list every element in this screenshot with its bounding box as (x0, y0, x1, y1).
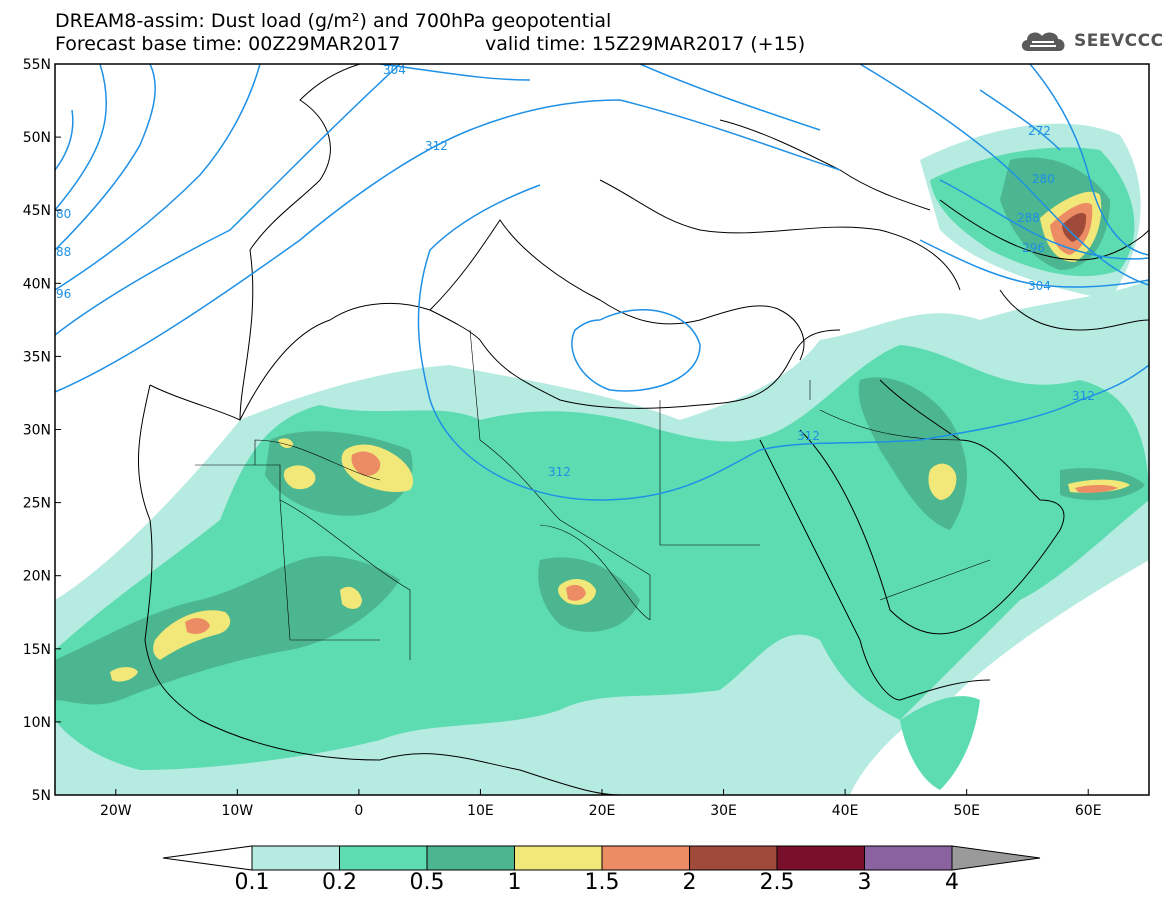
contour-label: 280 (1032, 172, 1055, 186)
lat-tick-label: 35N (23, 349, 51, 365)
logo-text: SEEVCCC (1074, 31, 1164, 51)
colorbar-segment (426, 845, 515, 871)
lon-tick-label: 30E (710, 803, 737, 819)
lat-tick-label: 40N (23, 276, 51, 292)
colorbar (162, 845, 1041, 871)
colorbar-label: 2 (682, 870, 697, 895)
colorbar-segment (339, 845, 428, 871)
geopotential-contours (55, 64, 1149, 501)
colorbar-low-arrow (162, 845, 253, 871)
contour-label: 296 (1022, 241, 1045, 255)
lon-tick-label: 10E (467, 803, 494, 819)
contour-labels: 304 312 80 88 96 304 312 312 312 272 280… (56, 63, 1095, 479)
lon-tick-label: 10W (221, 803, 253, 819)
lon-tick-label: 40E (832, 803, 859, 819)
lon-tick-label: 60E (1075, 803, 1102, 819)
lat-tick-label: 30N (23, 423, 51, 439)
seevccc-logo: SEEVCCC (1018, 26, 1164, 56)
contour-label: 96 (56, 287, 71, 301)
colorbar-segment (689, 845, 778, 871)
contour-label: 312 (797, 429, 820, 443)
lon-tick-label: 50E (953, 803, 980, 819)
contour-label: 288 (1017, 211, 1040, 225)
lat-tick-label: 50N (23, 130, 51, 146)
lat-tick-label: 55N (23, 57, 51, 73)
colorbar-segment (514, 845, 603, 871)
lat-tick-label: 5N (32, 788, 51, 804)
lat-tick-label: 25N (23, 496, 51, 512)
colorbar-label: 2.5 (759, 870, 795, 895)
colorbar-label: 4 (945, 870, 959, 895)
map-area: 304 312 80 88 96 304 312 312 312 272 280… (55, 63, 1149, 795)
coastlines (137, 64, 1149, 795)
colorbar-label: 1.5 (584, 870, 620, 895)
lat-tick-label: 20N (23, 569, 51, 585)
contour-label: 80 (56, 207, 71, 221)
lat-tick-label: 45N (23, 203, 51, 219)
contour-label: 272 (1028, 124, 1051, 138)
lat-tick-label: 15N (23, 642, 51, 658)
contour-label: 88 (56, 245, 71, 259)
colorbar-high-arrow (951, 845, 1041, 871)
country-borders (195, 329, 991, 660)
colorbar-label: 0.5 (409, 870, 445, 895)
colorbar-segment (601, 845, 690, 871)
cloud-icon (1021, 32, 1065, 51)
contour-label: 312 (548, 465, 571, 479)
colorbar-label: 0.1 (234, 870, 270, 895)
lon-tick-label: 20E (589, 803, 616, 819)
dust-level-2-area (1062, 213, 1087, 242)
valid-time: valid time: 15Z29MAR2017 (+15) (485, 33, 806, 55)
colorbar-label: 1 (507, 870, 522, 895)
colorbar-segment (251, 845, 340, 871)
lon-tick-label: 0 (354, 803, 363, 819)
contour-label: 304 (1028, 279, 1051, 293)
colorbar-label: 3 (857, 870, 872, 895)
map-title: DREAM8-assim: Dust load (g/m²) and 700hP… (55, 10, 612, 32)
colorbar-segment (864, 845, 953, 871)
lat-tick-label: 10N (23, 715, 51, 731)
contour-label: 312 (1072, 389, 1095, 403)
colorbar-segment (776, 845, 865, 871)
lon-tick-label: 20W (100, 803, 132, 819)
contour-label: 312 (425, 139, 448, 153)
colorbar-label: 0.2 (322, 870, 357, 895)
axis-ticks: 20W 10W 0 10E 20E 30E 40E 50E 60E 5N 10N 15N 20N 25N 3… (23, 57, 1102, 819)
contour-label: 304 (383, 63, 406, 77)
forecast-base-time: Forecast base time: 00Z29MAR2017 (55, 33, 401, 55)
